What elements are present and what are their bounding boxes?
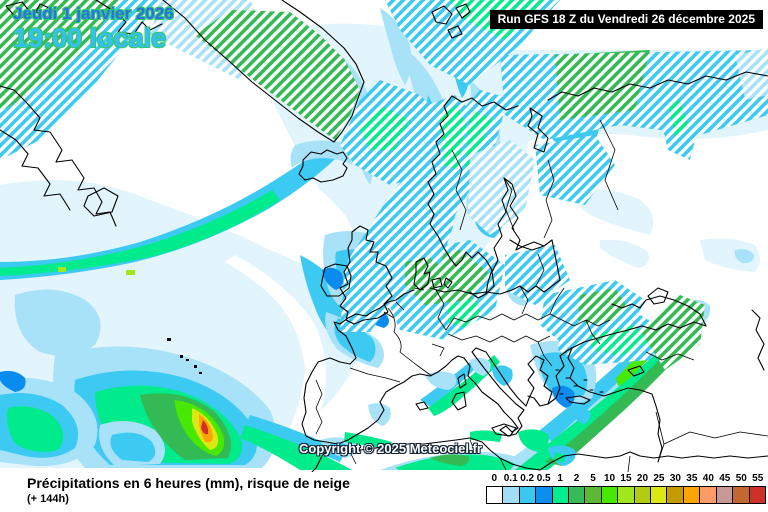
legend-value: 0.5 [536,473,551,484]
legend-values-row: 0 0.1 0.2 0.5 1 2 5 10 15 20 25 30 35 40 45 50 55 [486,473,766,486]
legend-swatch [518,487,536,503]
border-layer [315,119,768,472]
legend-value: 35 [686,473,698,484]
legend-value: 1 [557,473,563,484]
model-run-label: Run GFS 18 Z du Vendredi 26 décembre 202… [489,10,763,29]
legend-value: 40 [702,473,714,484]
legend-value: 45 [719,473,731,484]
legend-value: 30 [669,473,681,484]
map-canvas [0,0,768,472]
legend-swatch [502,487,519,503]
legend-scale: 0 0.1 0.2 0.5 1 2 5 10 15 20 25 30 35 40 45 50 55 [486,473,766,504]
legend-swatch [650,487,667,503]
legend-swatch [535,487,552,503]
map-caption: Précipitations en 6 heures (mm), risque … [27,475,350,491]
legend-swatches-row [486,486,766,504]
legend-value: 0.1 [503,473,518,484]
azores-islands [167,338,202,374]
caption-bar: Précipitations en 6 heures (mm), risque … [0,472,768,512]
forecast-lead-time: (+ 144h) [27,493,69,505]
legend-swatch [487,487,503,503]
precipitation-map: Jeudi 1 janvier 2026 19:00 locale Run GF… [0,0,768,472]
legend-value: 25 [653,473,665,484]
legend-swatch [600,487,618,503]
legend-swatch [584,487,601,503]
legend-swatch [748,487,765,503]
legend-value: 20 [636,473,649,484]
legend-value: 10 [603,473,616,484]
legend-swatch [617,487,634,503]
coastline-layer [0,0,768,472]
legend-swatch [699,487,716,503]
legend-swatch [682,487,700,503]
legend-value: 2 [573,473,580,484]
legend-value: 55 [752,473,764,484]
legend-value: 0 [491,473,498,484]
legend-swatch [551,487,569,503]
copyright-label: Copyright © 2025 Meteociel.fr [299,441,482,456]
legend-swatch [715,487,733,503]
legend-value: 50 [735,473,747,484]
legend-swatch [666,487,683,503]
legend-swatch [568,487,585,503]
legend-value: 15 [620,473,632,484]
legend-value: 5 [590,473,596,484]
legend-swatch [732,487,749,503]
legend-swatch [633,487,651,503]
legend-value: 0.2 [520,473,535,484]
